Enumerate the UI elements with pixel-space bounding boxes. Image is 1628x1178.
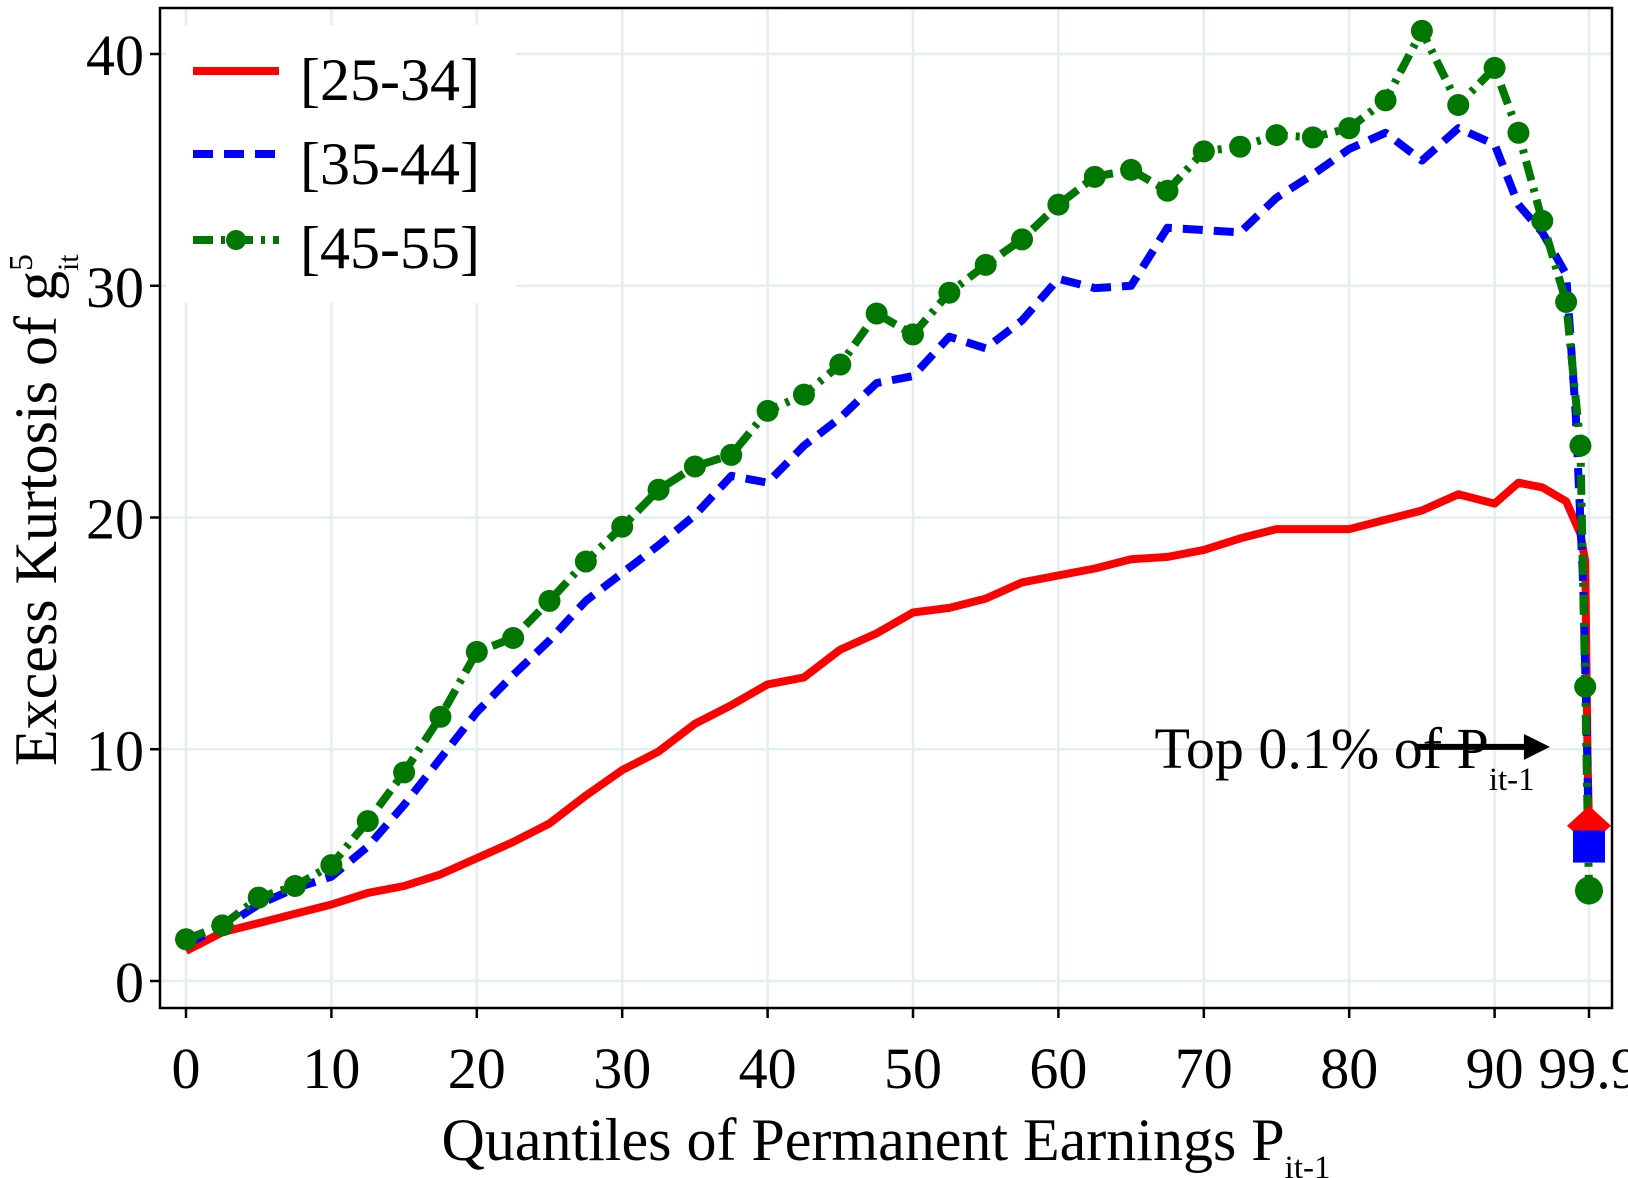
legend-label-35-44: [35-44] (300, 131, 480, 197)
y-tick-label: 20 (86, 487, 144, 552)
series-point-45-55 (175, 928, 197, 951)
series-point-45-55 (429, 705, 452, 728)
series-point-45-55 (865, 302, 888, 325)
series-point-45-55 (1011, 228, 1034, 251)
series-line-35-44 (184, 124, 1593, 948)
series-point-45-55 (647, 478, 670, 501)
series-point-45-55 (938, 281, 961, 304)
annotation-text-subscript: it-1 (1489, 762, 1535, 798)
y-tick-label: 0 (115, 950, 144, 1015)
series-point-45-55 (1483, 56, 1506, 79)
series-point-45-55 (574, 550, 597, 573)
x-tick-label: 0 (172, 1036, 201, 1101)
x-tick-label: 20 (448, 1036, 506, 1101)
x-axis-label-subscript: it-1 (1285, 1150, 1331, 1178)
axes: 0 10 20 30 40 50 60 70 80 90 99.9 0 10 20 30 40 (86, 23, 1628, 1101)
legend: [25-34] [35-44] [45-55] (166, 25, 516, 303)
series-point-45-55 (1083, 165, 1106, 188)
x-tick-label: 30 (593, 1036, 651, 1101)
y-axis-label-superscript: 5 (3, 254, 40, 271)
x-tick-label: 70 (1175, 1036, 1233, 1101)
series-point-45-55 (1569, 434, 1592, 457)
x-axis-label-main: Quantiles of Permanent Earnings P (442, 1107, 1285, 1173)
series-point-45-55 (393, 761, 416, 784)
series-point-45-55 (1374, 89, 1397, 112)
series-point-45-55 (720, 443, 743, 466)
series-point-45-55 (1229, 135, 1252, 158)
x-tick-label: 90 (1466, 1036, 1524, 1101)
series-point-45-55 (1531, 209, 1554, 232)
x-tick-label: 60 (1029, 1036, 1087, 1101)
series-point-45-55 (1507, 121, 1530, 144)
plot-markers (175, 19, 1611, 951)
series-point-45-55 (1447, 93, 1470, 116)
series-line-25-34 (184, 478, 1593, 955)
series-point-45-55 (1301, 126, 1324, 149)
y-axis-label: Excess Kurtosis of g5 it (3, 254, 85, 766)
y-tick-label: 40 (86, 23, 144, 88)
annotation-arrow-head (1523, 733, 1550, 760)
series-point-45-55 (683, 455, 706, 478)
series-point-45-55 (1047, 193, 1070, 216)
x-tick-label: 80 (1320, 1036, 1378, 1101)
legend-marker-45-55 (226, 230, 246, 250)
series-point-45-55 (792, 383, 815, 406)
y-axis-label-subscript: it (52, 254, 85, 271)
series-point-45-55 (1192, 140, 1215, 163)
x-tick-label: 99.9 (1538, 1036, 1628, 1101)
y-tick-label: 10 (86, 718, 144, 783)
series-point-45-55 (1120, 158, 1143, 181)
x-tick-label: 10 (302, 1036, 360, 1101)
series-point-45-55 (756, 399, 779, 422)
series-point-45-55 (1265, 124, 1288, 147)
series-point-45-55 (538, 589, 561, 612)
series-point-45-55 (1338, 117, 1361, 140)
legend-label-25-34: [25-34] (300, 47, 480, 113)
x-tick-label: 40 (739, 1036, 797, 1101)
series-point-45-55 (502, 627, 525, 650)
legend-label-45-55: [45-55] (300, 215, 480, 281)
plot-frame (158, 6, 1614, 1010)
series-point-45-55 (829, 353, 852, 376)
x-axis-label: Quantiles of Permanent Earnings Pit-1 (442, 1107, 1331, 1178)
series-point-45-55 (284, 874, 307, 897)
series-point-45-55 (1156, 179, 1179, 202)
end-marker-45-55 (1575, 876, 1603, 905)
y-tick-label: 30 (86, 255, 144, 320)
series-point-45-55 (1410, 19, 1433, 42)
y-axis-label-main: Excess Kurtosis of g (3, 271, 69, 766)
series-point-45-55 (1574, 675, 1597, 698)
series-point-45-55 (1555, 290, 1578, 313)
series-point-45-55 (320, 854, 343, 877)
series-point-45-55 (211, 914, 234, 937)
end-marker-35-44 (1573, 830, 1605, 863)
series-point-45-55 (902, 323, 924, 346)
series-point-45-55 (974, 253, 997, 276)
series-point-45-55 (356, 810, 379, 833)
series-point-45-55 (247, 886, 270, 909)
annotation: Top 0.1% of Pit-1 (1155, 716, 1550, 798)
series-point-45-55 (465, 640, 488, 663)
series-point-45-55 (611, 515, 634, 538)
x-tick-label: 50 (884, 1036, 942, 1101)
